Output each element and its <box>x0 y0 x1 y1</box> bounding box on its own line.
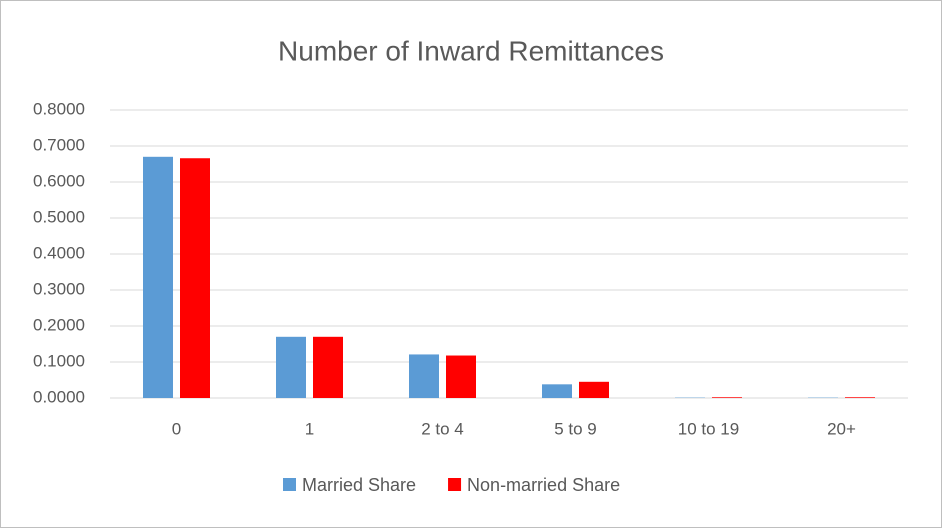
y-tick-label: 0.3000 <box>33 279 85 298</box>
bar <box>143 156 173 398</box>
x-tick-label: 20+ <box>827 419 856 438</box>
bar <box>712 397 742 398</box>
y-tick-label: 0.2000 <box>33 315 85 334</box>
y-tick-label: 0.0000 <box>33 387 85 406</box>
y-tick-label: 0.8000 <box>33 99 85 118</box>
x-tick-label: 0 <box>172 419 181 438</box>
bar <box>409 354 439 398</box>
bar <box>446 355 476 398</box>
legend-swatch <box>283 478 296 491</box>
bar <box>313 336 343 398</box>
y-tick-label: 0.6000 <box>33 171 85 190</box>
bar <box>180 158 210 398</box>
x-tick-label: 2 to 4 <box>421 419 464 438</box>
y-tick-label: 0.7000 <box>33 135 85 154</box>
x-tick-label: 10 to 19 <box>678 419 739 438</box>
bar <box>276 336 306 398</box>
bar <box>542 384 572 398</box>
legend-label: Married Share <box>302 475 416 495</box>
x-tick-label: 5 to 9 <box>554 419 597 438</box>
y-tick-label: 0.4000 <box>33 243 85 262</box>
bar <box>845 397 875 398</box>
legend-swatch <box>448 478 462 491</box>
x-tick-label: 1 <box>305 419 314 438</box>
chart-title: Number of Inward Remittances <box>278 35 664 66</box>
legend-label: Non-married Share <box>467 475 620 495</box>
y-tick-label: 0.5000 <box>33 207 85 226</box>
y-tick-label: 0.1000 <box>33 351 85 370</box>
bar <box>579 381 609 398</box>
